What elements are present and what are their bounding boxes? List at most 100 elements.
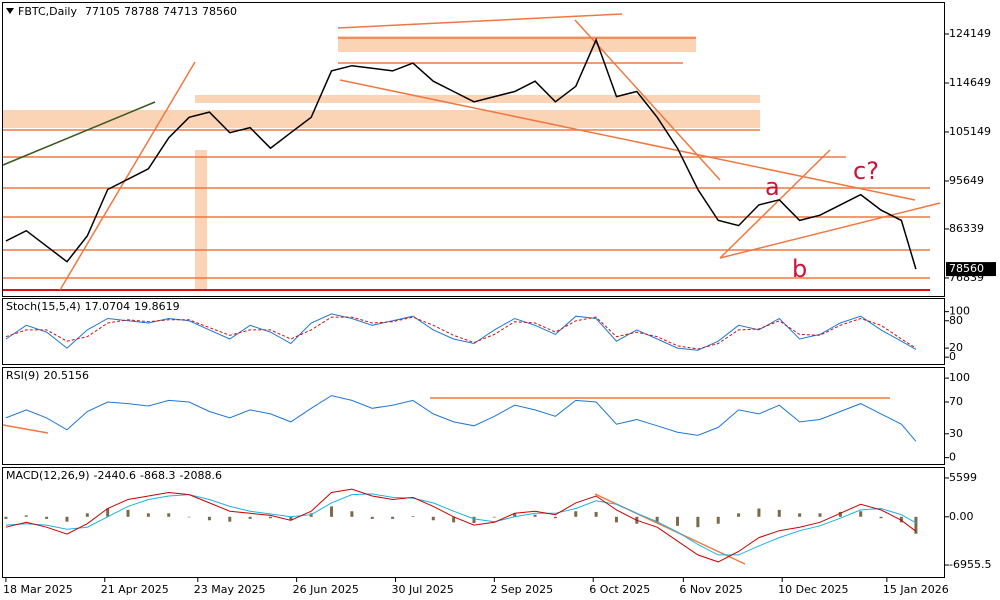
- histogram-bar: [859, 511, 863, 517]
- histogram-bar: [207, 516, 211, 521]
- histogram-bar: [452, 516, 456, 523]
- indicator-line: [5, 395, 917, 442]
- histogram-bar: [391, 516, 395, 519]
- x-tick-label: 10 Dec 2025: [778, 583, 848, 596]
- histogram-bar: [614, 516, 618, 523]
- frame: [2, 2, 945, 578]
- y-tick-label: 100: [949, 305, 970, 318]
- indicator-line: [5, 493, 917, 556]
- y-tick-label: 0: [949, 451, 956, 464]
- y-tick-label: 5599: [949, 471, 977, 484]
- annotation: c?: [853, 157, 879, 185]
- annotation: b: [792, 255, 807, 283]
- price-tag: [946, 262, 996, 277]
- histogram-bar: [553, 516, 557, 519]
- x-tick-label: 30 Jul 2025: [392, 583, 454, 596]
- histogram-bar: [187, 516, 191, 518]
- panel-frame: [2, 2, 945, 297]
- histogram-bar: [289, 516, 293, 521]
- trendline: [719, 149, 831, 259]
- indicator-value: -2440.6: [94, 469, 136, 482]
- zone: [195, 150, 207, 290]
- x-tick-label: 6 Nov 2025: [679, 583, 742, 596]
- price-line: [5, 37, 917, 270]
- y-tick-label: 100: [949, 371, 970, 384]
- histogram-bar: [350, 511, 354, 517]
- x-tick-label: 23 May 2025: [194, 583, 266, 596]
- y-tick-label: 20: [949, 341, 963, 354]
- histogram-bar: [574, 511, 578, 517]
- x-tick-label: 15 Jan 2026: [883, 583, 949, 596]
- zone: [195, 95, 760, 103]
- x-tick-label: 2 Sep 2025: [490, 583, 553, 596]
- histogram-bar: [85, 513, 89, 517]
- histogram-bar: [533, 514, 537, 517]
- histogram-bar: [492, 516, 496, 518]
- histogram-bar: [899, 516, 903, 523]
- y-tick-label: 0.00: [949, 510, 974, 523]
- histogram-bar: [757, 508, 761, 517]
- histogram-bar: [594, 511, 598, 517]
- zone: [338, 36, 696, 52]
- y-tick-label: 70: [949, 395, 963, 408]
- histogram-bar: [472, 516, 476, 524]
- histogram-bar: [4, 516, 8, 519]
- histogram-bar: [330, 506, 334, 517]
- histogram-bar: [914, 516, 918, 534]
- histogram-bar: [370, 516, 374, 519]
- y-tick-label: 30: [949, 427, 963, 440]
- ohlc-value: 74713: [163, 5, 198, 18]
- ohlc-value: 77105: [85, 5, 120, 18]
- y-tick-label: 0: [949, 350, 956, 363]
- histogram-bar: [696, 516, 700, 528]
- y-tick-label: 86339: [949, 222, 984, 235]
- histogram-bar: [65, 516, 69, 522]
- histogram-bar: [655, 516, 659, 523]
- symbol: FBTC,Daily: [18, 5, 77, 18]
- x-tick-label: 21 Apr 2025: [101, 583, 169, 596]
- panel-frame: [2, 298, 945, 365]
- histogram-bar: [248, 516, 252, 519]
- panel-frame: [2, 467, 945, 578]
- y-tick-label: 95649: [949, 174, 984, 187]
- trendline: [59, 61, 196, 291]
- histogram-bar: [126, 509, 130, 517]
- indicator-title: Stoch(15,5,4): [6, 300, 81, 313]
- indicator-value: -2088.6: [179, 469, 221, 482]
- histogram-bar: [24, 515, 28, 517]
- price-tag-label: 78560: [949, 262, 984, 275]
- indicator-title: MACD(12,26,9): [6, 469, 90, 482]
- y-tick-label: 124149: [949, 27, 991, 40]
- y-tick-label: -6955.5: [949, 558, 991, 571]
- ohlc-value: 78560: [202, 5, 237, 18]
- histogram-bar: [777, 509, 781, 517]
- indicator-value: 20.5156: [43, 369, 89, 382]
- panel-frame: [2, 367, 945, 465]
- histogram-bar: [879, 516, 883, 519]
- indicator-value: 17.0704: [85, 300, 131, 313]
- trendline: [2, 424, 49, 434]
- histogram-bar: [513, 513, 517, 517]
- indicator-title: RSI(9): [6, 369, 39, 382]
- indicator-line: [5, 488, 917, 563]
- histogram-bar: [818, 513, 822, 517]
- annotation: a: [765, 173, 780, 201]
- indicator-value: -868.3: [140, 469, 175, 482]
- histogram-bar: [106, 508, 110, 517]
- histogram-bar: [716, 516, 720, 524]
- histogram-bar: [45, 516, 49, 519]
- trendline: [2, 101, 156, 166]
- histogram-bar: [411, 516, 415, 517]
- y-tick-label: 105149: [949, 125, 991, 138]
- x-tick-label: 18 Mar 2025: [3, 583, 73, 596]
- histogram-bar: [268, 516, 272, 519]
- histogram-bar: [737, 513, 741, 517]
- trendline: [719, 202, 941, 259]
- drawings: [2, 13, 941, 565]
- zone: [3, 110, 760, 128]
- histogram-bar: [798, 513, 802, 517]
- x-tick-label: 6 Oct 2025: [589, 583, 650, 596]
- indicator-value: 19.8619: [134, 300, 180, 313]
- ohlc-value: 78788: [124, 5, 159, 18]
